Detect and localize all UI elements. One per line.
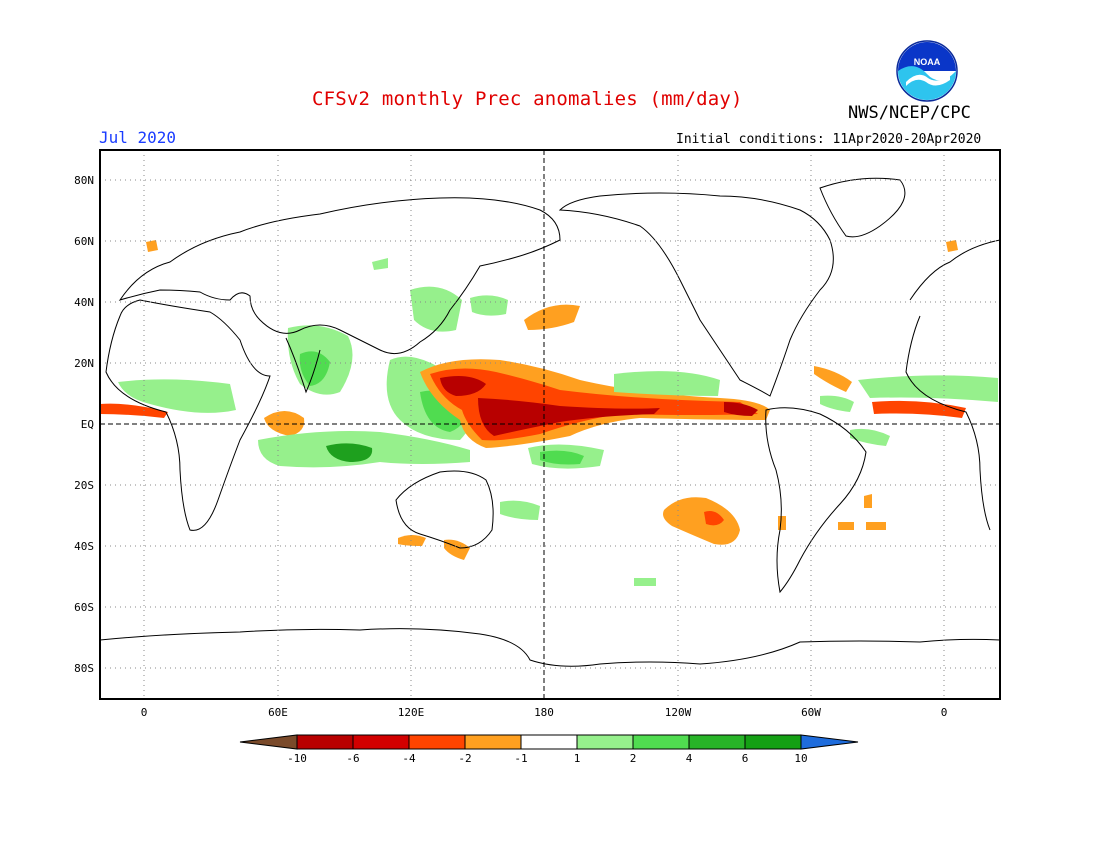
x-tick-label: 180 — [534, 706, 554, 719]
anomaly-mild-dry — [864, 494, 872, 508]
x-tick-label: 60E — [268, 706, 288, 719]
legend-label: -4 — [402, 752, 416, 765]
legend-swatch — [352, 734, 410, 750]
legend-swatch — [464, 734, 522, 750]
y-tick-label: EQ — [81, 418, 94, 431]
x-tick-label: 0 — [941, 706, 948, 719]
anomaly-mild-wet — [470, 295, 508, 316]
grid — [100, 150, 1000, 699]
anomaly-mild-wet — [410, 286, 462, 332]
anomaly-mild-dry — [866, 522, 886, 530]
forecast-month: Jul 2020 — [99, 128, 177, 147]
anomaly-mild-dry — [778, 516, 786, 530]
coastline-north-america — [558, 192, 834, 397]
anomaly-mild-dry — [444, 539, 470, 560]
reference-lines — [100, 150, 1000, 699]
anomaly-mild-dry — [663, 497, 740, 545]
y-tick-label: 80S — [74, 662, 94, 675]
legend-label: -1 — [514, 752, 527, 765]
legend-label: 1 — [574, 752, 581, 765]
legend-swatch — [688, 734, 746, 750]
noaa-logo-text: NOAA — [914, 57, 941, 67]
x-axis-ticks: 0 60E 120E 180 120W 60W 0 — [141, 706, 948, 719]
legend-label: -2 — [458, 752, 471, 765]
legend-label: 10 — [794, 752, 807, 765]
y-tick-label: 40S — [74, 540, 94, 553]
anomaly-mild-wet — [372, 258, 388, 270]
coastline-australia — [395, 470, 494, 549]
anomaly-shading — [100, 240, 998, 586]
coastline-africa-east — [905, 315, 991, 531]
anomaly-strong-wet — [326, 443, 373, 462]
coastline-eurasia — [118, 197, 561, 355]
y-axis-ticks: 80N 60N 40N 20N EQ 20S 40S 60S 80S — [74, 174, 94, 675]
y-tick-label: 60S — [74, 601, 94, 614]
y-tick-label: 80N — [74, 174, 94, 187]
anomaly-mild-wet — [820, 395, 854, 412]
legend-label: -10 — [287, 752, 307, 765]
legend-arrow-wet — [800, 734, 859, 750]
x-tick-label: 120E — [398, 706, 425, 719]
anomaly-dry — [100, 403, 168, 418]
initial-conditions: Initial conditions: 11Apr2020-20Apr2020 — [676, 132, 982, 147]
map-content — [100, 150, 1000, 699]
coastline-europe-east — [909, 239, 1000, 301]
anomaly-mild-wet — [634, 578, 656, 586]
legend-label: 6 — [742, 752, 749, 765]
legend-label: 4 — [686, 752, 693, 765]
anomaly-strong-dry — [440, 376, 486, 396]
chart-title: CFSv2 monthly Prec anomalies (mm/day) — [312, 88, 743, 110]
coastline-antarctica — [100, 628, 1000, 667]
legend-swatch — [296, 734, 354, 750]
x-tick-label: 120W — [665, 706, 692, 719]
legend-label: 2 — [630, 752, 637, 765]
y-tick-label: 40N — [74, 296, 94, 309]
x-tick-label: 60W — [801, 706, 821, 719]
anomaly-mild-dry — [524, 304, 580, 330]
anomaly-mild-wet — [118, 379, 236, 413]
legend-arrow-dry — [239, 734, 298, 750]
x-tick-label: 0 — [141, 706, 148, 719]
coastline-greenland — [819, 177, 906, 238]
legend-label: -6 — [346, 752, 359, 765]
anomaly-mild-dry — [146, 240, 158, 252]
anomaly-strong-dry — [724, 402, 758, 416]
anomaly-mild-wet — [500, 500, 540, 520]
anomaly-mild-wet — [614, 371, 720, 396]
legend-swatch — [520, 734, 578, 750]
agency-label: NWS/NCEP/CPC — [848, 103, 971, 123]
legend-swatch — [744, 734, 802, 750]
anomaly-mild-dry — [946, 240, 958, 252]
anomaly-mild-wet — [858, 375, 998, 402]
legend-swatch — [408, 734, 466, 750]
color-legend: -10 -6 -4 -2 -1 1 2 4 6 10 — [239, 734, 859, 765]
legend-swatch — [632, 734, 690, 750]
anomaly-mild-wet — [850, 428, 890, 446]
coastline-india — [285, 337, 321, 394]
noaa-logo: NOAA — [896, 40, 958, 102]
y-tick-label: 20N — [74, 357, 94, 370]
anomaly-wet — [540, 450, 584, 465]
anomaly-mild-dry — [814, 366, 852, 392]
anomaly-strong-dry — [478, 398, 660, 436]
coastline-africa — [105, 299, 271, 531]
anomaly-dry — [704, 511, 724, 526]
anomaly-mild-dry — [398, 535, 426, 546]
y-tick-label: 60N — [74, 235, 94, 248]
anomaly-mild-dry — [838, 522, 854, 530]
y-tick-label: 20S — [74, 479, 94, 492]
anomaly-dry — [872, 400, 966, 418]
legend-swatch — [576, 734, 634, 750]
map-frame — [99, 149, 1001, 700]
